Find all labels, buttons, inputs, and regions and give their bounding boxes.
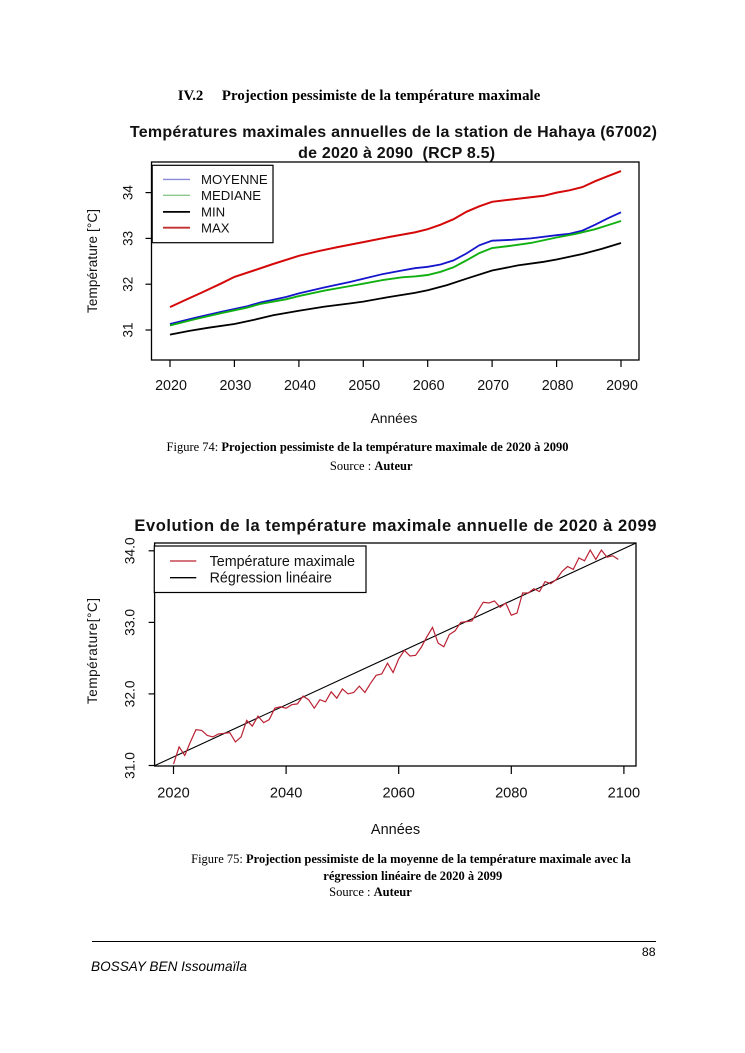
svg-text:MOYENNE: MOYENNE	[201, 172, 268, 187]
svg-text:2050: 2050	[348, 378, 380, 394]
svg-text:33.0: 33.0	[123, 609, 138, 636]
svg-text:Températures maximales annuell: Températures maximales annuelles de la s…	[130, 124, 657, 141]
svg-text:2070: 2070	[477, 378, 509, 394]
svg-text:31: 31	[120, 322, 135, 337]
svg-text:32: 32	[120, 277, 135, 292]
svg-text:2030: 2030	[219, 378, 251, 394]
svg-text:34: 34	[120, 185, 135, 201]
svg-text:2090: 2090	[606, 378, 638, 394]
svg-text:Années: Années	[371, 411, 418, 426]
svg-text:31.0: 31.0	[123, 752, 138, 779]
svg-text:2020: 2020	[157, 786, 189, 802]
svg-text:2080: 2080	[495, 786, 527, 802]
svg-text:2100: 2100	[608, 786, 640, 802]
svg-text:de 2020 à 2090 (RCP 8.5): de 2020 à 2090 (RCP 8.5)	[298, 145, 495, 162]
svg-text:2040: 2040	[284, 378, 316, 394]
svg-text:Années: Années	[371, 822, 420, 838]
svg-text:MEDIANE: MEDIANE	[201, 188, 261, 203]
svg-text:Evolution de la température ma: Evolution de la température maximale ann…	[134, 517, 656, 535]
svg-text:2060: 2060	[413, 378, 445, 394]
svg-text:Température[°C]: Température[°C]	[85, 598, 100, 704]
svg-text:2060: 2060	[382, 786, 414, 802]
svg-text:Température maximale: Température maximale	[210, 554, 355, 570]
svg-text:Température [°C]: Température [°C]	[85, 209, 100, 313]
svg-text:34.0: 34.0	[123, 537, 138, 564]
svg-text:32.0: 32.0	[123, 680, 138, 707]
svg-text:MAX: MAX	[201, 220, 230, 235]
svg-text:2080: 2080	[542, 378, 574, 394]
svg-text:Régression linéaire: Régression linéaire	[210, 571, 332, 587]
svg-text:MIN: MIN	[201, 205, 225, 220]
svg-text:2040: 2040	[270, 786, 302, 802]
svg-text:2020: 2020	[155, 378, 187, 394]
svg-text:33: 33	[120, 231, 135, 246]
